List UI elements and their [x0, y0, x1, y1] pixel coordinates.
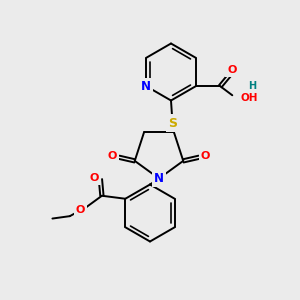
- Text: O: O: [201, 151, 210, 161]
- Text: O: O: [228, 65, 237, 75]
- Text: O: O: [108, 151, 117, 161]
- Text: OH: OH: [241, 93, 258, 103]
- Text: O: O: [89, 173, 98, 183]
- Text: N: N: [141, 80, 151, 93]
- Text: H: H: [248, 81, 256, 91]
- Text: S: S: [168, 116, 177, 130]
- Text: N: N: [154, 172, 164, 185]
- Text: O: O: [76, 205, 85, 214]
